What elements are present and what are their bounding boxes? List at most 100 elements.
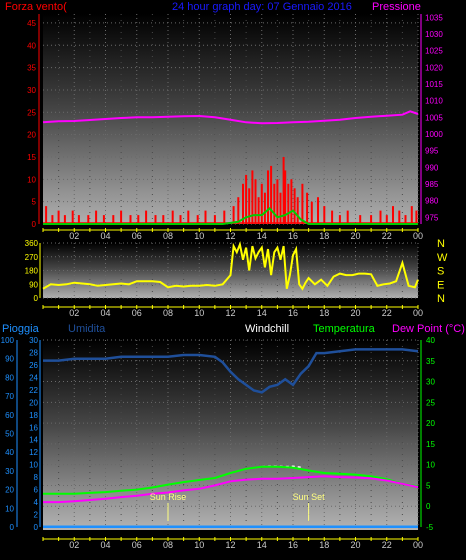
compass-label: S	[437, 266, 444, 278]
time-tick-label: 20	[350, 308, 360, 318]
rain-outer-axis-tick-label: 20	[5, 486, 14, 495]
temperature-axis-tick-label: 25	[426, 398, 435, 407]
temperature-axis-tick-label: 5	[426, 481, 431, 490]
time-tick-label: 14	[257, 231, 267, 241]
rain-inner-axis-tick-label: 14	[29, 436, 38, 445]
gust-bar	[296, 197, 299, 224]
rain-outer-axis-tick-label: 100	[1, 336, 15, 345]
wind-axis-tick-label: 15	[27, 153, 36, 162]
wind-axis-tick-label: 45	[27, 19, 36, 28]
gust-bar	[51, 215, 54, 224]
time-tick-label: 02	[69, 540, 79, 550]
gust-bar	[317, 197, 319, 224]
gust-bar	[137, 215, 140, 224]
rain-inner-axis-tick-label: 4	[34, 498, 39, 507]
direction-panel-grid	[43, 242, 419, 299]
gust-bar	[57, 210, 60, 224]
time-tick-label: 12	[225, 308, 235, 318]
time-tick-label: 18	[319, 308, 329, 318]
wind-axis-tick-label: 10	[27, 175, 36, 184]
rain-inner-axis-tick-label: 16	[29, 423, 38, 432]
wind-left-axis: 0 5 10 15 20 25 30 35 40 45	[27, 14, 40, 229]
direction-axis-tick-label: 90	[29, 280, 38, 289]
time-tick-label: 16	[288, 308, 298, 318]
rain-inner-axis-tick-label: 28	[29, 348, 38, 357]
pressure-axis-tick-label: 1010	[425, 97, 443, 106]
gust-bar	[237, 197, 240, 224]
gust-bar	[263, 192, 266, 224]
time-tick-label: 04	[100, 308, 110, 318]
legend-windchill: Windchill	[245, 323, 289, 335]
gust-bar	[331, 210, 334, 224]
rain-outer-axis: 0 10 20 30 40 50 60 70 80 90 100	[1, 336, 18, 532]
rain-outer-axis-tick-label: 60	[5, 411, 14, 420]
temperature-right-axis: -5 0 5 10 15 20 25 30 35 40	[420, 336, 435, 532]
wind-axis-tick-label: 35	[27, 64, 36, 73]
time-tick-label: 10	[194, 231, 204, 241]
rain-inner-axis-tick-label: 8	[34, 473, 39, 482]
rain-inner-axis-tick-label: 20	[29, 398, 38, 407]
gust-bar	[251, 170, 254, 224]
gust-bar	[245, 174, 248, 224]
time-tick-label: 20	[350, 540, 360, 550]
time-tick-label: 16	[288, 540, 298, 550]
gust-bar	[120, 210, 123, 224]
time-tick-label: 06	[132, 231, 142, 241]
gust-bar	[310, 201, 313, 224]
time-tick-label: 22	[382, 540, 392, 550]
wind-axis-label: Forza vento(	[5, 1, 67, 13]
rain-outer-axis-tick-label: 70	[5, 392, 14, 401]
sunrise-label: Sun Rise	[150, 492, 187, 502]
wind-axis-tick-label: 0	[32, 220, 37, 229]
pressure-axis-tick-label: 1000	[425, 130, 443, 139]
time-tick-label: 10	[194, 308, 204, 318]
rain-inner-axis-tick-label: 10	[29, 461, 38, 470]
rain-outer-axis-tick-label: 0	[10, 523, 15, 532]
time-tick-label: 08	[163, 540, 173, 550]
gust-bar	[254, 179, 257, 224]
rain-inner-axis-tick-label: 30	[29, 336, 38, 345]
gust-bar	[248, 188, 251, 224]
gust-bar	[77, 215, 80, 224]
gust-bar	[282, 157, 285, 224]
time-axis-1: 02 04 06 08 10 12 14 16 18 20 22 00	[42, 228, 423, 241]
gust-bar	[257, 197, 260, 224]
gust-bar	[63, 215, 66, 224]
time-tick-label: 02	[69, 231, 79, 241]
time-axis-3: 02 04 06 08 10 12 14 16 18 20 22 00	[42, 537, 423, 550]
gust-bar	[306, 192, 309, 224]
time-tick-label: 00	[413, 540, 423, 550]
time-tick-label: 22	[382, 308, 392, 318]
legend-umidita: Umidita	[68, 323, 106, 335]
wind-axis-tick-label: 40	[27, 41, 36, 50]
compass-label: E	[437, 279, 444, 291]
pressure-axis-tick-label: 975	[425, 213, 439, 222]
rain-outer-axis-tick-label: 90	[5, 355, 14, 364]
rain-inner-axis-tick-label: 24	[29, 373, 38, 382]
gust-bar	[204, 210, 207, 224]
rain-inner-axis-tick-label: 26	[29, 361, 38, 370]
gust-bar	[267, 170, 269, 224]
pressure-axis-tick-label: 985	[425, 180, 439, 189]
wind-axis-tick-label: 30	[27, 86, 36, 95]
gust-bar	[171, 210, 174, 224]
time-tick-label: 02	[69, 308, 79, 318]
gust-bar	[301, 183, 304, 224]
rain-outer-axis-tick-label: 10	[5, 504, 14, 513]
gust-bar	[279, 192, 282, 224]
rain-outer-axis-tick-label: 40	[5, 448, 14, 457]
pressure-axis-tick-label: 980	[425, 197, 439, 206]
gust-bar	[71, 210, 74, 224]
temperature-axis-tick-label: 40	[426, 336, 435, 345]
compass-label: N	[437, 293, 445, 305]
wind-speed-line	[43, 206, 418, 225]
wind-axis-tick-label: 20	[27, 131, 36, 140]
pressure-axis-tick-label: 990	[425, 163, 439, 172]
temperature-line	[43, 465, 419, 495]
direction-left-axis: 0 90 180 270 360	[25, 239, 41, 303]
wind-direction-line	[42, 241, 419, 291]
gust-bar	[293, 188, 296, 224]
pressure-axis-tick-label: 995	[425, 147, 439, 156]
